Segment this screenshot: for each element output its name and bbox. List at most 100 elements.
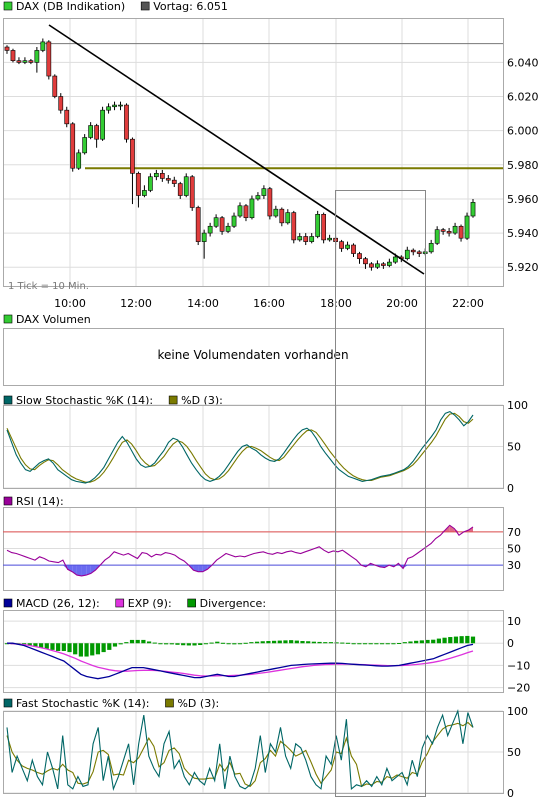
legend-label: MACD (26, 12): (16, 597, 100, 610)
divergence-bar (283, 640, 288, 644)
legend-swatch (168, 395, 178, 405)
legend-swatch (3, 1, 13, 11)
trendline (48, 24, 425, 275)
panel-frame (3, 405, 504, 489)
y-tick-label: 50 (507, 543, 521, 556)
divergence-bar (164, 643, 169, 645)
divergence-bar (323, 642, 328, 644)
divergence-bar (470, 636, 476, 644)
divergence-bar (118, 643, 123, 645)
rsi-oversold-fill (90, 565, 96, 574)
no-volume-message: keine Volumendaten vorhanden (157, 348, 348, 362)
divergence-bar (209, 642, 214, 644)
candle-body (464, 215, 470, 239)
legend-swatch (3, 395, 13, 405)
divergence-bar (249, 642, 254, 644)
legend-swatch (3, 598, 13, 608)
divergence-bar (414, 640, 419, 644)
candle-body (64, 109, 70, 125)
candle-body (285, 212, 291, 224)
x-tick-label: 22:00 (452, 297, 484, 310)
candle-body (34, 50, 40, 63)
y-tick-label: 100 (507, 399, 528, 412)
divergence-bar (328, 642, 334, 644)
y-tick-label: 6.000 (507, 125, 539, 138)
legend-label: EXP (9): (128, 597, 172, 610)
legend-swatch (140, 1, 150, 11)
candle-body (440, 229, 446, 232)
candle-body (273, 208, 279, 217)
candle-body (351, 244, 356, 254)
candle-body (28, 60, 34, 63)
divergence-bar (107, 643, 112, 650)
divergence-bar (294, 640, 299, 644)
y-tick-label: −20 (507, 682, 530, 695)
divergence-bar (465, 635, 470, 644)
slow-stoch-d-line (6, 412, 474, 483)
candle-body (183, 176, 189, 196)
divergence-bar (266, 641, 271, 644)
candle-body (458, 225, 464, 239)
panel-frame (3, 711, 504, 794)
candle-body (363, 258, 368, 265)
candle-body (470, 202, 476, 217)
legend-label: RSI (14): (16, 495, 64, 508)
candle-body (124, 104, 129, 140)
candle-body (452, 225, 458, 234)
divergence-bar (431, 639, 436, 644)
y-tick-label: 0 (507, 787, 514, 799)
divergence-bar (419, 640, 424, 644)
divergence-bar (95, 643, 101, 655)
candle-body (159, 173, 165, 179)
candle-body (357, 253, 362, 259)
y-tick-label: 50 (507, 746, 521, 759)
legend-label: %D (3): (181, 394, 223, 407)
candle-body (249, 198, 255, 219)
x-tick-label: 14:00 (187, 297, 219, 310)
slow-stoch-k-line (6, 410, 474, 484)
candle-body (297, 236, 303, 241)
divergence-bar (425, 639, 430, 644)
divergence-bar (73, 643, 78, 655)
rsi-oversold-fill (202, 565, 208, 572)
candle-body (165, 178, 171, 181)
candle-body (345, 244, 350, 249)
candle-body (130, 138, 135, 174)
candle-body (213, 217, 219, 227)
candle-body (10, 50, 16, 61)
candle-body (279, 208, 285, 224)
candle-body (392, 256, 398, 263)
fast-stoch-d-line (6, 721, 474, 788)
candle-body (416, 251, 422, 254)
divergence-bar (33, 643, 38, 647)
y-tick-label: 5.960 (507, 193, 539, 206)
divergence-bar (243, 642, 248, 644)
candle-body (94, 125, 99, 140)
candle-body (225, 225, 231, 232)
legend-swatch (187, 598, 196, 608)
legend-swatch (3, 496, 13, 506)
x-tick-label: 20:00 (386, 297, 418, 310)
divergence-bar (84, 643, 89, 657)
divergence-bar (442, 637, 447, 644)
fast-stoch-k-line (6, 708, 474, 791)
divergence-bar (135, 639, 140, 644)
candle-body (231, 215, 237, 227)
divergence-bar (215, 641, 220, 644)
candle-body (428, 243, 434, 253)
y-tick-label: 6.020 (507, 91, 539, 104)
candle-body (261, 188, 267, 196)
candle-body (118, 104, 123, 107)
divergence-bar (203, 643, 209, 645)
highlight-box (335, 190, 426, 797)
divergence-bar (340, 642, 345, 644)
legend-swatch (3, 314, 13, 324)
y-tick-label: 0 (507, 637, 514, 650)
divergence-bar (351, 643, 356, 645)
candle-body (148, 176, 153, 191)
panel-frame (3, 507, 504, 591)
candle-body (171, 179, 177, 184)
divergence-bar (158, 643, 163, 645)
panel-frame (3, 18, 504, 287)
